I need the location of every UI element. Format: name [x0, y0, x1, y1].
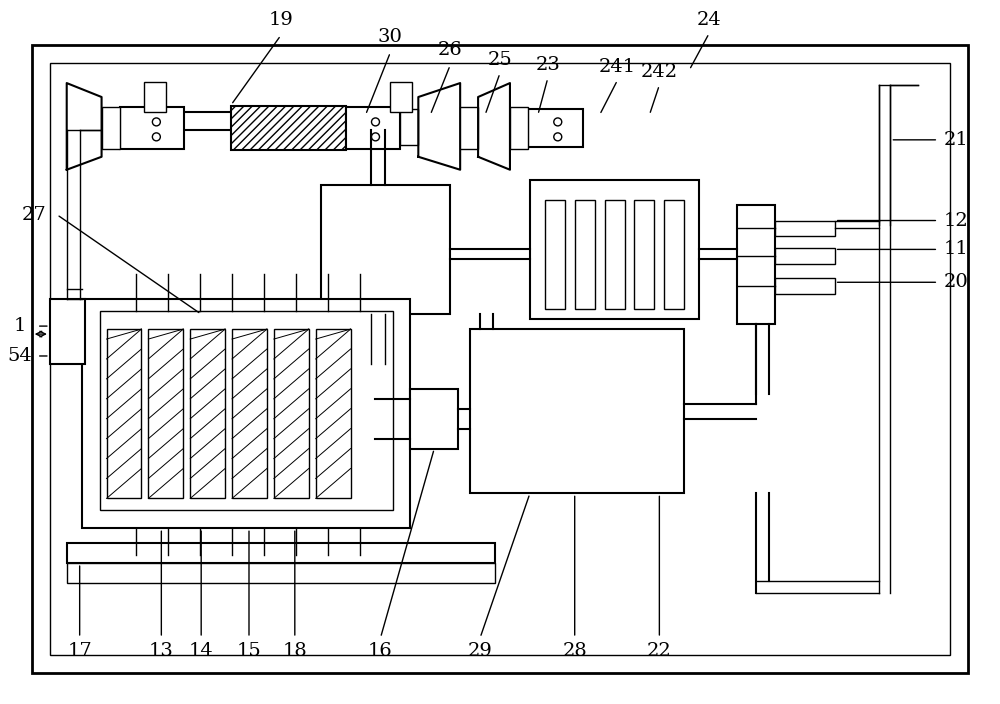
Text: 29: 29 [468, 642, 493, 660]
Polygon shape [478, 83, 510, 170]
Bar [410, 389, 458, 448]
Bar [231, 106, 346, 150]
Text: 21: 21 [944, 131, 969, 149]
Bar [470, 329, 684, 494]
Text: 13: 13 [149, 642, 174, 660]
Bar [321, 184, 450, 314]
Bar [67, 543, 495, 563]
Bar [530, 180, 699, 319]
Bar [605, 200, 625, 309]
Bar [148, 329, 183, 498]
Bar [67, 563, 495, 583]
Text: 12: 12 [944, 211, 969, 230]
Text: 242: 242 [641, 63, 678, 81]
Bar [32, 45, 968, 673]
Bar [102, 112, 570, 130]
Text: 25: 25 [488, 51, 512, 69]
Text: 30: 30 [378, 28, 403, 46]
Bar [510, 107, 528, 149]
Text: 17: 17 [67, 642, 92, 660]
Polygon shape [418, 83, 460, 170]
Text: 11: 11 [944, 240, 969, 258]
Bar [528, 109, 583, 147]
Circle shape [152, 118, 160, 126]
Text: 20: 20 [944, 273, 969, 291]
Bar [775, 220, 835, 237]
Text: 54: 54 [8, 347, 32, 365]
Text: 16: 16 [368, 642, 393, 660]
Text: 23: 23 [535, 56, 560, 74]
Circle shape [372, 118, 379, 126]
Text: 241: 241 [599, 58, 636, 76]
Text: 15: 15 [237, 642, 261, 660]
Bar [82, 299, 410, 528]
Bar [664, 200, 684, 309]
Bar [144, 82, 166, 112]
Bar [274, 329, 309, 498]
Text: 24: 24 [697, 11, 722, 30]
Bar [190, 329, 225, 498]
Bar [460, 107, 478, 149]
Text: 19: 19 [268, 11, 293, 30]
Text: 14: 14 [189, 642, 214, 660]
Bar [575, 200, 595, 309]
Bar [50, 63, 950, 655]
Circle shape [372, 133, 379, 141]
Text: 28: 28 [562, 642, 587, 660]
Text: 22: 22 [647, 642, 672, 660]
Text: 18: 18 [282, 642, 307, 660]
Bar [100, 311, 393, 510]
Bar [102, 107, 120, 149]
Bar [50, 299, 85, 364]
Bar [316, 329, 351, 498]
Bar [634, 200, 654, 309]
Bar [775, 278, 835, 294]
Bar [346, 107, 400, 149]
Circle shape [554, 133, 562, 141]
Bar [390, 82, 412, 112]
Bar [120, 107, 184, 149]
Bar [107, 329, 141, 498]
Text: 1: 1 [14, 317, 26, 335]
Circle shape [152, 133, 160, 141]
Text: 26: 26 [438, 42, 463, 59]
Text: 27: 27 [21, 206, 46, 224]
Bar [737, 205, 775, 324]
Circle shape [554, 118, 562, 126]
Bar [400, 109, 418, 145]
Bar [232, 329, 267, 498]
Polygon shape [67, 83, 102, 170]
Bar [545, 200, 565, 309]
Bar [775, 249, 835, 264]
